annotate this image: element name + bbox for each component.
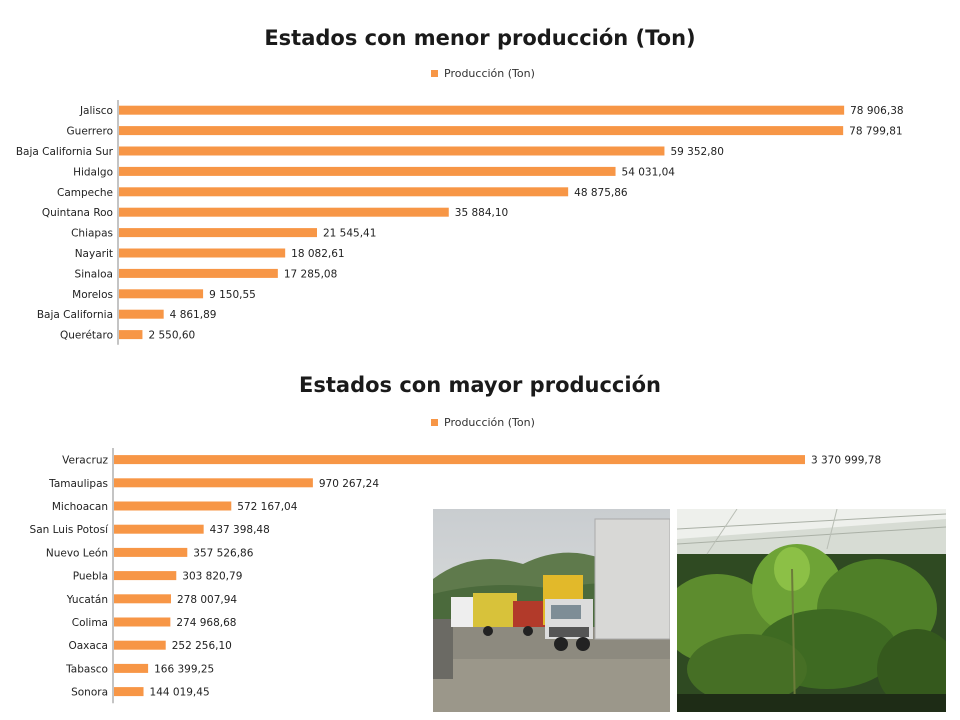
chart2-bar <box>114 663 149 673</box>
chart2-category-label: Yucatán <box>66 594 108 606</box>
chart2-bar <box>114 617 171 627</box>
chart2-bar-chart: Veracruz 3 370 999,78 Tamaulipas 970 267,24… <box>30 448 881 704</box>
chart2-bar <box>114 501 232 511</box>
chart1-category-label: Baja California <box>37 309 113 321</box>
chart2-data-label: 274 968,68 <box>176 617 236 629</box>
chart1-bar <box>119 187 569 197</box>
chart2-data-label: 357 526,86 <box>193 547 253 559</box>
chart1-bar <box>119 146 665 156</box>
chart2-category-label: Nuevo León <box>46 547 108 559</box>
chart1-category-label: Jalisco <box>79 105 113 117</box>
chart1-title: Estados con menor producción (Ton) <box>264 26 696 50</box>
chart1-legend-swatch <box>431 70 438 77</box>
chart2-data-label: 970 267,24 <box>319 478 379 490</box>
chart1-data-label: 54 031,04 <box>622 166 676 178</box>
chart1-category-label: Campeche <box>57 187 113 199</box>
chart2-category-label: San Luis Potosí <box>30 524 110 536</box>
chart2-bar <box>114 478 313 488</box>
chart2-category-label: Michoacan <box>52 501 108 513</box>
chart2-category-label: Sonora <box>71 687 108 699</box>
chart1-bar <box>119 105 845 115</box>
chart1-category-label: Sinaloa <box>75 268 113 280</box>
chart1-data-label: 18 082,61 <box>291 248 344 260</box>
chart2-data-label: 3 370 999,78 <box>811 455 881 467</box>
chart2-bar <box>114 547 188 557</box>
chart1-category-label: Quintana Roo <box>42 207 113 219</box>
chart1-data-label: 59 352,80 <box>670 146 723 158</box>
chart1-bar-chart: Jalisco 78 906,38 Guerrero 78 799,81 Baja Ca… <box>16 100 904 345</box>
chart1-bar <box>119 248 286 258</box>
chart2-data-label: 166 399,25 <box>154 663 214 675</box>
chart2-bar <box>114 455 805 465</box>
chart1-category-label: Morelos <box>72 289 113 301</box>
chart1-bar <box>119 228 317 238</box>
chart2-legend: Producción (Ton) <box>431 416 535 429</box>
chart1-category-label: Hidalgo <box>73 166 113 178</box>
chart2-bar <box>114 571 177 581</box>
trucks-photo <box>433 509 670 712</box>
chart1-bar <box>119 309 164 319</box>
chart1-legend-label: Producción (Ton) <box>444 67 535 80</box>
chart1-bar <box>119 207 449 217</box>
chart2-bar <box>114 594 171 604</box>
chart1-bar <box>119 166 616 176</box>
chart2-data-label: 278 007,94 <box>177 594 237 606</box>
chart2-bar <box>114 524 204 534</box>
chart2-data-label: 303 820,79 <box>182 571 242 583</box>
chart1-legend: Producción (Ton) <box>431 67 535 80</box>
chart2-legend-swatch <box>431 419 438 426</box>
chart1-bar <box>119 289 204 299</box>
chart2-data-label: 252 256,10 <box>172 640 232 652</box>
chart2-data-label: 144 019,45 <box>150 687 210 699</box>
chart1-category-label: Nayarit <box>75 248 113 260</box>
chart1-category-label: Querétaro <box>60 330 113 342</box>
chart2-category-label: Tamaulipas <box>48 478 108 490</box>
chart1-data-label: 9 150,55 <box>209 289 256 301</box>
chart1-category-label: Baja California Sur <box>16 146 114 158</box>
chart2-bar <box>114 687 144 697</box>
chart1-data-label: 17 285,08 <box>284 268 337 280</box>
chart1-data-label: 2 550,60 <box>148 330 195 342</box>
greenhouse-plants-photo <box>677 509 946 712</box>
chart1-bar <box>119 268 278 278</box>
chart1-data-label: 78 799,81 <box>849 126 902 138</box>
chart1-category-label: Guerrero <box>67 126 113 138</box>
chart1-category-label: Chiapas <box>71 228 113 240</box>
chart2-category-label: Oaxaca <box>68 640 108 652</box>
chart1-data-label: 78 906,38 <box>850 105 903 117</box>
chart2-category-label: Tabasco <box>65 663 108 675</box>
chart1-data-label: 48 875,86 <box>574 187 628 199</box>
chart1-bar <box>119 126 844 136</box>
chart1-bar <box>119 330 143 340</box>
chart2-title: Estados con mayor producción <box>299 373 661 397</box>
chart1-data-label: 35 884,10 <box>455 207 508 219</box>
chart1-data-label: 4 861,89 <box>170 309 217 321</box>
chart1-data-label: 21 545,41 <box>323 228 376 240</box>
chart2-bar <box>114 640 166 650</box>
chart2-data-label: 572 167,04 <box>237 501 297 513</box>
chart2-category-label: Puebla <box>73 571 108 583</box>
chart2-category-label: Veracruz <box>62 455 108 467</box>
chart2-data-label: 437 398,48 <box>210 524 270 536</box>
chart2-category-label: Colima <box>72 617 108 629</box>
chart2-legend-label: Producción (Ton) <box>444 416 535 429</box>
